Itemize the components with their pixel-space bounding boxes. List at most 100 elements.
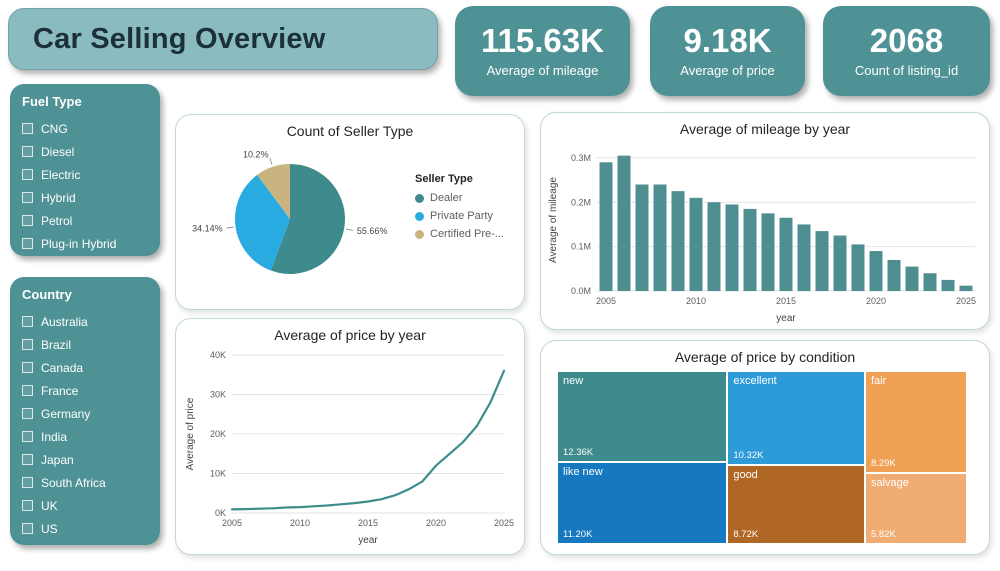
bar-2011[interactable] xyxy=(707,202,721,291)
price-condition-treemap[interactable]: new 12.36K like new 11.20K excellent 10.32K go… xyxy=(557,371,967,544)
checkbox-icon[interactable] xyxy=(22,123,33,134)
checkbox-icon[interactable] xyxy=(22,316,33,327)
filter-option-diesel[interactable]: Diesel xyxy=(22,140,148,163)
price-by-year-card: Average of price by year 0K 10K 20K 30K 40K 2… xyxy=(175,318,525,555)
pie-area: 55.66% 34.14% 10.2% Seller Type Dealer Priv… xyxy=(176,139,524,291)
legend-dot-icon xyxy=(415,229,424,239)
filter-option-south-africa[interactable]: South Africa xyxy=(22,471,148,494)
bar-2023[interactable] xyxy=(923,273,937,291)
mileage-bar-chart[interactable]: 0.0M 0.1M 0.2M 0.3M 2005 2010 2015 2020 2025 year… xyxy=(545,139,985,325)
legend-item[interactable]: Certified Pre-... xyxy=(415,228,504,240)
filter-option-label: India xyxy=(41,429,68,444)
pie-slice-private-party[interactable] xyxy=(235,174,290,271)
price-line-chart[interactable]: 0K 10K 20K 30K 40K 2005 2010 2015 2020 2025 year Av… xyxy=(182,345,518,547)
checkbox-icon[interactable] xyxy=(22,362,33,373)
checkbox-icon[interactable] xyxy=(22,385,33,396)
checkbox-icon[interactable] xyxy=(22,192,33,203)
treemap-cell-excellent[interactable]: excellent 10.32K xyxy=(727,371,865,465)
filter-option-label: Brazil xyxy=(41,337,72,352)
bar-2007[interactable] xyxy=(635,184,649,292)
chart-title: Average of mileage by year xyxy=(679,121,851,137)
pie-slice-certified-pre-[interactable] xyxy=(257,164,290,219)
checkbox-icon[interactable] xyxy=(22,454,33,465)
filter-option-france[interactable]: France xyxy=(22,379,148,402)
pie-legend: Seller Type Dealer Private Party Certified… xyxy=(415,173,504,246)
filter-option-brazil[interactable]: Brazil xyxy=(22,333,148,356)
kpi-label: Average of price xyxy=(680,63,775,79)
checkbox-icon[interactable] xyxy=(22,523,33,534)
bar-2006[interactable] xyxy=(617,155,631,291)
bar-2017[interactable] xyxy=(815,231,829,291)
bar-2015[interactable] xyxy=(779,217,793,291)
page-title-text: Car Selling Overview xyxy=(33,22,326,55)
filter-option-us[interactable]: US xyxy=(22,517,148,540)
checkbox-icon[interactable] xyxy=(22,431,33,442)
filter-option-hybrid[interactable]: Hybrid xyxy=(22,186,148,209)
y-axis-tick: 20K xyxy=(210,429,226,439)
legend-label: Certified Pre-... xyxy=(430,228,504,240)
filter-option-label: Japan xyxy=(41,452,74,467)
filter-option-label: France xyxy=(41,383,79,398)
bar-2013[interactable] xyxy=(743,208,757,291)
filter-option-japan[interactable]: Japan xyxy=(22,448,148,471)
bar-2010[interactable] xyxy=(689,197,703,291)
y-axis-tick: 30K xyxy=(210,390,226,400)
bar-2016[interactable] xyxy=(797,224,811,291)
bar-2008[interactable] xyxy=(653,184,667,292)
legend-dot-icon xyxy=(415,193,424,203)
checkbox-icon[interactable] xyxy=(22,215,33,226)
treemap-cell-good[interactable]: good 8.72K xyxy=(727,464,865,544)
treemap-cell-like-new[interactable]: like new 11.20K xyxy=(557,461,728,544)
filter-option-label: Germany xyxy=(41,406,91,421)
checkbox-icon[interactable] xyxy=(22,477,33,488)
bar-2025[interactable] xyxy=(959,285,973,291)
treemap-cell-salvage[interactable]: salvage 5.82K xyxy=(864,472,967,544)
y-axis-tick: 0.1M xyxy=(571,242,591,252)
filter-option-uk[interactable]: UK xyxy=(22,494,148,517)
checkbox-icon[interactable] xyxy=(22,408,33,419)
fuel-type-filter: Fuel Type CNG Diesel Electric Hybrid Petrol P… xyxy=(10,84,160,256)
filter-option-cng[interactable]: CNG xyxy=(22,117,148,140)
pie-slice-dealer[interactable] xyxy=(270,164,346,274)
legend-item[interactable]: Private Party xyxy=(415,210,504,222)
filter-option-india[interactable]: India xyxy=(22,425,148,448)
bar-2020[interactable] xyxy=(869,251,883,291)
kpi-average-price: 9.18K Average of price xyxy=(650,6,805,96)
filter-option-canada[interactable]: Canada xyxy=(22,356,148,379)
filter-option-germany[interactable]: Germany xyxy=(22,402,148,425)
chart-title: Average of price by condition xyxy=(674,349,856,365)
checkbox-icon[interactable] xyxy=(22,500,33,511)
y-axis-label: Average of price xyxy=(185,397,196,470)
bar-2019[interactable] xyxy=(851,244,865,291)
kpi-label: Count of listing_id xyxy=(854,63,959,79)
checkbox-icon[interactable] xyxy=(22,146,33,157)
bar-2022[interactable] xyxy=(905,266,919,291)
filter-option-plug-in-hybrid[interactable]: Plug-in Hybrid xyxy=(22,232,148,255)
treemap-cell-value: 12.36K xyxy=(563,446,594,458)
legend-item[interactable]: Dealer xyxy=(415,192,504,204)
x-axis-tick: 2015 xyxy=(776,296,796,306)
bar-2018[interactable] xyxy=(833,235,847,291)
filter-option-petrol[interactable]: Petrol xyxy=(22,209,148,232)
price-line[interactable] xyxy=(230,369,506,511)
seller-type-pie-chart[interactable]: 55.66% 34.14% 10.2% xyxy=(180,139,415,291)
x-axis-tick: 2010 xyxy=(290,518,310,528)
bar-2005[interactable] xyxy=(599,162,613,291)
treemap-cell-fair[interactable]: fair 8.29K xyxy=(864,371,967,473)
checkbox-icon[interactable] xyxy=(22,169,33,180)
pie-data-label: 34.14% xyxy=(192,224,223,234)
kpi-value: 2068 xyxy=(869,21,944,59)
bar-2024[interactable] xyxy=(941,279,955,291)
checkbox-icon[interactable] xyxy=(22,238,33,249)
y-axis-tick: 0.0M xyxy=(571,286,591,296)
treemap-column: excellent 10.32K good 8.72K xyxy=(727,371,865,544)
checkbox-icon[interactable] xyxy=(22,339,33,350)
filter-option-australia[interactable]: Australia xyxy=(22,310,148,333)
bar-2009[interactable] xyxy=(671,191,685,291)
treemap-column: new 12.36K like new 11.20K xyxy=(557,371,728,544)
filter-option-electric[interactable]: Electric xyxy=(22,163,148,186)
bar-2012[interactable] xyxy=(725,204,739,291)
treemap-cell-new[interactable]: new 12.36K xyxy=(557,371,728,462)
bar-2014[interactable] xyxy=(761,213,775,291)
bar-2021[interactable] xyxy=(887,259,901,291)
